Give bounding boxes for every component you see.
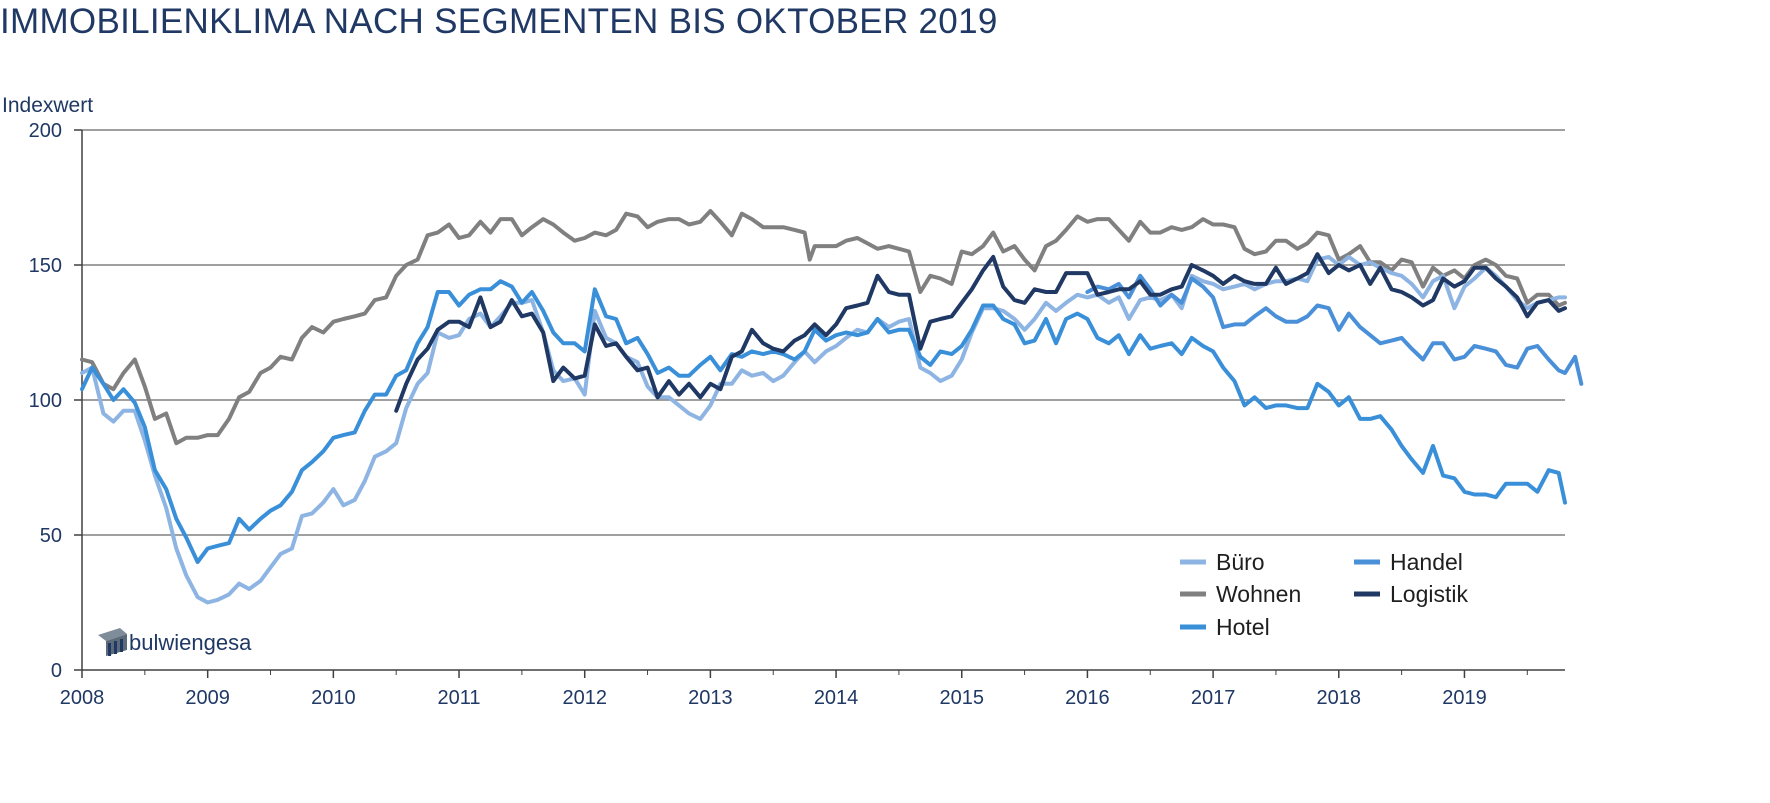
x-axis-ticks: 2008 2009 2010 2011 2012 2013 2014 2015 2016 2017… xyxy=(60,670,1528,709)
logo-text: bulwiengesa xyxy=(129,630,252,655)
y-tick-label: 150 xyxy=(29,255,62,277)
legend-label: Logistik xyxy=(1390,581,1468,607)
x-tick-label: 2012 xyxy=(562,687,607,709)
series-line-logistik xyxy=(394,252,1567,413)
series-lines xyxy=(80,209,1584,605)
x-tick-label: 2009 xyxy=(185,687,230,709)
y-axis-ticks: 0 50 100 150 200 xyxy=(29,120,82,682)
y-axis-label: Indexwert xyxy=(2,94,93,117)
x-tick-label: 2016 xyxy=(1065,687,1110,709)
x-tick-label: 2011 xyxy=(438,687,481,709)
legend-label: Wohnen xyxy=(1216,581,1301,607)
x-tick-label: 2019 xyxy=(1442,687,1487,709)
gridlines xyxy=(82,129,1565,536)
x-tick-label: 2008 xyxy=(60,687,105,709)
chart-title: IMMOBILIENKLIMA NACH SEGMENTEN BIS OKTOB… xyxy=(0,2,998,41)
series-line-wohnen xyxy=(80,209,1567,446)
y-tick-label: 50 xyxy=(40,525,62,547)
series-line-büro xyxy=(80,254,1567,605)
legend-label: Büro xyxy=(1216,549,1265,575)
legend: Büro Handel Wohnen Logistik Hotel xyxy=(1180,549,1468,640)
x-tick-label: 2017 xyxy=(1191,687,1236,709)
x-tick-label: 2013 xyxy=(688,687,733,709)
y-tick-label: 200 xyxy=(29,120,62,142)
y-tick-label: 0 xyxy=(51,660,62,682)
y-tick-label: 100 xyxy=(29,390,62,412)
legend-label: Handel xyxy=(1390,549,1463,575)
x-tick-label: 2015 xyxy=(939,687,984,709)
x-tick-label: 2014 xyxy=(814,687,859,709)
bulwiengesa-logo-icon xyxy=(98,628,127,656)
legend-label: Hotel xyxy=(1216,614,1270,640)
series-line-handel xyxy=(1085,273,1584,386)
series-line-hotel xyxy=(80,279,1567,564)
x-tick-label: 2010 xyxy=(311,687,356,709)
x-tick-label: 2018 xyxy=(1317,687,1362,709)
bulwiengesa-logo: bulwiengesa xyxy=(98,628,252,656)
